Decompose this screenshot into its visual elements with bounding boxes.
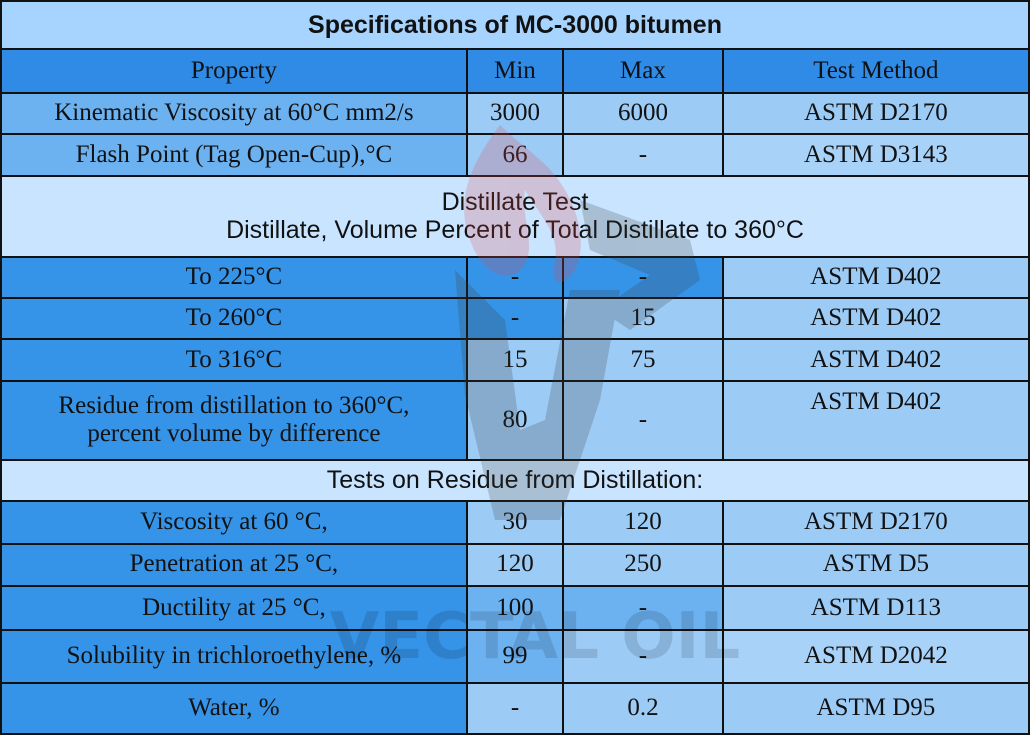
table-row: Residue from distillation to 360°C, perc… bbox=[0, 379, 1030, 462]
property-cell: To 225°C bbox=[0, 255, 468, 300]
table-row: Solubility in trichloroethylene, % 99 - … bbox=[0, 629, 1030, 684]
min-cell: 30 bbox=[465, 500, 565, 545]
property-line-1: Residue from distillation to 360°C, bbox=[58, 391, 410, 419]
section-row-residue: Tests on Residue from Distillation: bbox=[0, 459, 1030, 503]
max-cell: - bbox=[562, 255, 724, 300]
section-heading-residue: Tests on Residue from Distillation: bbox=[0, 459, 1030, 503]
table-row: Flash Point (Tag Open-Cup),°C 66 - ASTM … bbox=[0, 132, 1030, 178]
table-row: To 260°C - 15 ASTM D402 bbox=[0, 296, 1030, 341]
method-cell: ASTM D402 bbox=[721, 255, 1030, 300]
section-line-1: Distillate Test bbox=[441, 187, 589, 216]
min-cell: 99 bbox=[465, 629, 565, 684]
title-row: Specifications of MC-3000 bitumen bbox=[0, 0, 1030, 51]
min-cell: 3000 bbox=[465, 91, 565, 135]
property-line-2: percent volume by difference bbox=[87, 420, 381, 448]
min-cell: - bbox=[465, 681, 565, 735]
header-row: Property Min Max Test Method bbox=[0, 48, 1030, 94]
min-cell: 120 bbox=[465, 542, 565, 587]
min-cell: - bbox=[465, 255, 565, 300]
method-cell: ASTM D2042 bbox=[721, 629, 1030, 684]
header-min: Min bbox=[465, 48, 565, 94]
method-cell: ASTM D113 bbox=[721, 584, 1030, 632]
min-cell: - bbox=[465, 296, 565, 341]
property-cell: To 316°C bbox=[0, 338, 468, 382]
max-cell: - bbox=[562, 379, 724, 462]
max-cell: 6000 bbox=[562, 91, 724, 135]
min-cell: 66 bbox=[465, 132, 565, 178]
max-cell: - bbox=[562, 584, 724, 632]
method-cell: ASTM D95 bbox=[721, 681, 1030, 735]
method-cell: ASTM D402 bbox=[721, 338, 1030, 382]
max-cell: 120 bbox=[562, 500, 724, 545]
method-cell: ASTM D2170 bbox=[721, 500, 1030, 545]
max-cell: 15 bbox=[562, 296, 724, 341]
max-cell: - bbox=[562, 629, 724, 684]
table-row: Ductility at 25 °C, 100 - ASTM D113 bbox=[0, 584, 1030, 632]
property-cell: Viscosity at 60 °C, bbox=[0, 500, 468, 545]
header-property: Property bbox=[0, 48, 468, 94]
table-row: To 316°C 15 75 ASTM D402 bbox=[0, 338, 1030, 382]
header-method: Test Method bbox=[721, 48, 1030, 94]
method-cell: ASTM D3143 bbox=[721, 132, 1030, 178]
property-cell: Penetration at 25 °C, bbox=[0, 542, 468, 587]
min-cell: 100 bbox=[465, 584, 565, 632]
method-cell: ASTM D5 bbox=[721, 542, 1030, 587]
property-cell: To 260°C bbox=[0, 296, 468, 341]
property-cell: Kinematic Viscosity at 60°C mm2/s bbox=[0, 91, 468, 135]
property-cell: Flash Point (Tag Open-Cup),°C bbox=[0, 132, 468, 178]
property-cell: Ductility at 25 °C, bbox=[0, 584, 468, 632]
table-row: Penetration at 25 °C, 120 250 ASTM D5 bbox=[0, 542, 1030, 587]
min-cell: 80 bbox=[465, 379, 565, 462]
table-title: Specifications of MC-3000 bitumen bbox=[0, 0, 1030, 51]
method-cell: ASTM D402 bbox=[721, 379, 1030, 462]
max-cell: 0.2 bbox=[562, 681, 724, 735]
section-line-2: Distillate, Volume Percent of Total Dist… bbox=[226, 216, 804, 245]
max-cell: 75 bbox=[562, 338, 724, 382]
table-row: Water, % - 0.2 ASTM D95 bbox=[0, 681, 1030, 735]
table-row: Kinematic Viscosity at 60°C mm2/s 3000 6… bbox=[0, 91, 1030, 135]
method-cell: ASTM D2170 bbox=[721, 91, 1030, 135]
max-cell: - bbox=[562, 132, 724, 178]
section-row-distillate: Distillate Test Distillate, Volume Perce… bbox=[0, 175, 1030, 258]
table-row: To 225°C - - ASTM D402 bbox=[0, 255, 1030, 300]
header-max: Max bbox=[562, 48, 724, 94]
property-cell: Residue from distillation to 360°C, perc… bbox=[0, 379, 468, 462]
table-row: Viscosity at 60 °C, 30 120 ASTM D2170 bbox=[0, 500, 1030, 545]
property-cell: Solubility in trichloroethylene, % bbox=[0, 629, 468, 684]
property-cell: Water, % bbox=[0, 681, 468, 735]
min-cell: 15 bbox=[465, 338, 565, 382]
max-cell: 250 bbox=[562, 542, 724, 587]
section-heading-distillate: Distillate Test Distillate, Volume Perce… bbox=[0, 175, 1030, 258]
method-cell: ASTM D402 bbox=[721, 296, 1030, 341]
